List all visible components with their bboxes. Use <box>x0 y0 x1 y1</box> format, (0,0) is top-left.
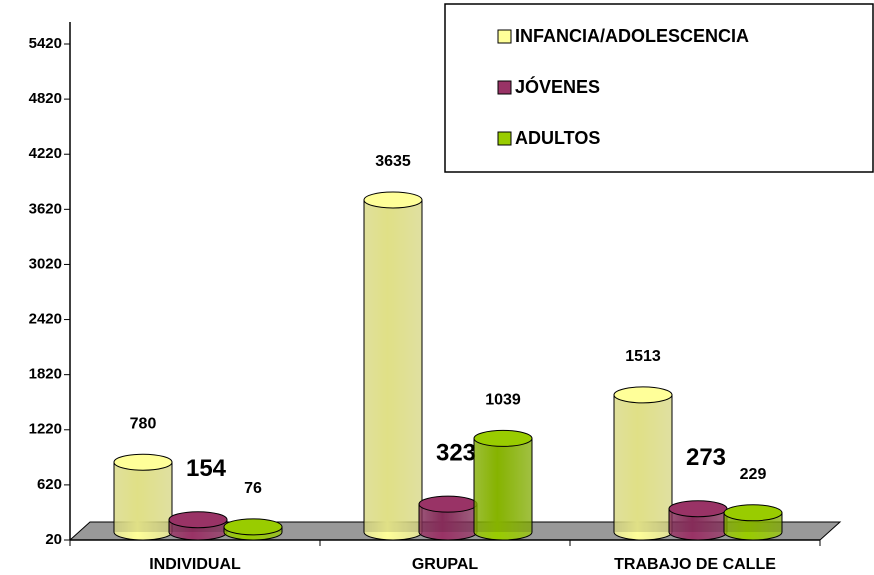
bar-shade <box>474 438 532 532</box>
data-label: 229 <box>740 466 767 483</box>
legend-label: ADULTOS <box>515 128 600 148</box>
y-tick-label: 4820 <box>29 90 62 107</box>
bar-top <box>723 504 783 522</box>
legend-swatch <box>497 131 512 146</box>
bar-shade <box>364 199 422 532</box>
bar-top <box>418 495 478 513</box>
data-label: 76 <box>244 480 262 497</box>
y-tick-label: 1220 <box>29 421 62 438</box>
y-tick-label: 620 <box>37 476 62 493</box>
data-label: 1513 <box>625 348 661 365</box>
bar <box>223 518 283 541</box>
legend-label: INFANCIA/ADOLESCENCIA <box>515 26 749 46</box>
bar-top <box>613 386 673 404</box>
bar <box>668 500 728 541</box>
data-label: 273 <box>686 444 726 471</box>
bar-body <box>473 437 533 541</box>
y-tick-label: 2420 <box>29 311 62 328</box>
bar <box>613 386 673 541</box>
x-tick-label: TRABAJO DE CALLE <box>614 556 776 573</box>
legend-swatch <box>497 29 512 44</box>
bar-top <box>223 518 283 536</box>
y-tick-label: 20 <box>45 531 62 548</box>
bar-top <box>113 453 173 471</box>
legend-label: JÓVENES <box>515 76 600 97</box>
x-tick-label: GRUPAL <box>412 556 479 573</box>
bar <box>113 453 173 541</box>
legend-box <box>444 3 874 173</box>
data-label: 3635 <box>375 153 411 170</box>
bar-top <box>168 511 228 529</box>
y-tick-label: 1820 <box>29 366 62 383</box>
bar-top <box>363 191 423 209</box>
data-label: 154 <box>186 455 227 482</box>
bar <box>418 495 478 541</box>
data-label: 323 <box>436 440 476 467</box>
data-label: 1039 <box>485 392 521 409</box>
legend-swatch <box>497 80 512 95</box>
y-tick-label: 3620 <box>29 200 62 217</box>
bar-top <box>668 500 728 518</box>
data-label: 780 <box>130 415 157 432</box>
y-tick-label: 3020 <box>29 255 62 272</box>
bar <box>363 191 423 541</box>
bar <box>723 504 783 541</box>
bar-shade <box>614 394 672 532</box>
bar <box>473 429 533 541</box>
bar-shade <box>114 462 172 532</box>
x-tick-label: INDIVIDUAL <box>149 556 241 573</box>
bar-top <box>473 429 533 447</box>
bar <box>168 511 228 541</box>
y-tick-label: 4220 <box>29 145 62 162</box>
y-tick-label: 5420 <box>29 35 62 52</box>
